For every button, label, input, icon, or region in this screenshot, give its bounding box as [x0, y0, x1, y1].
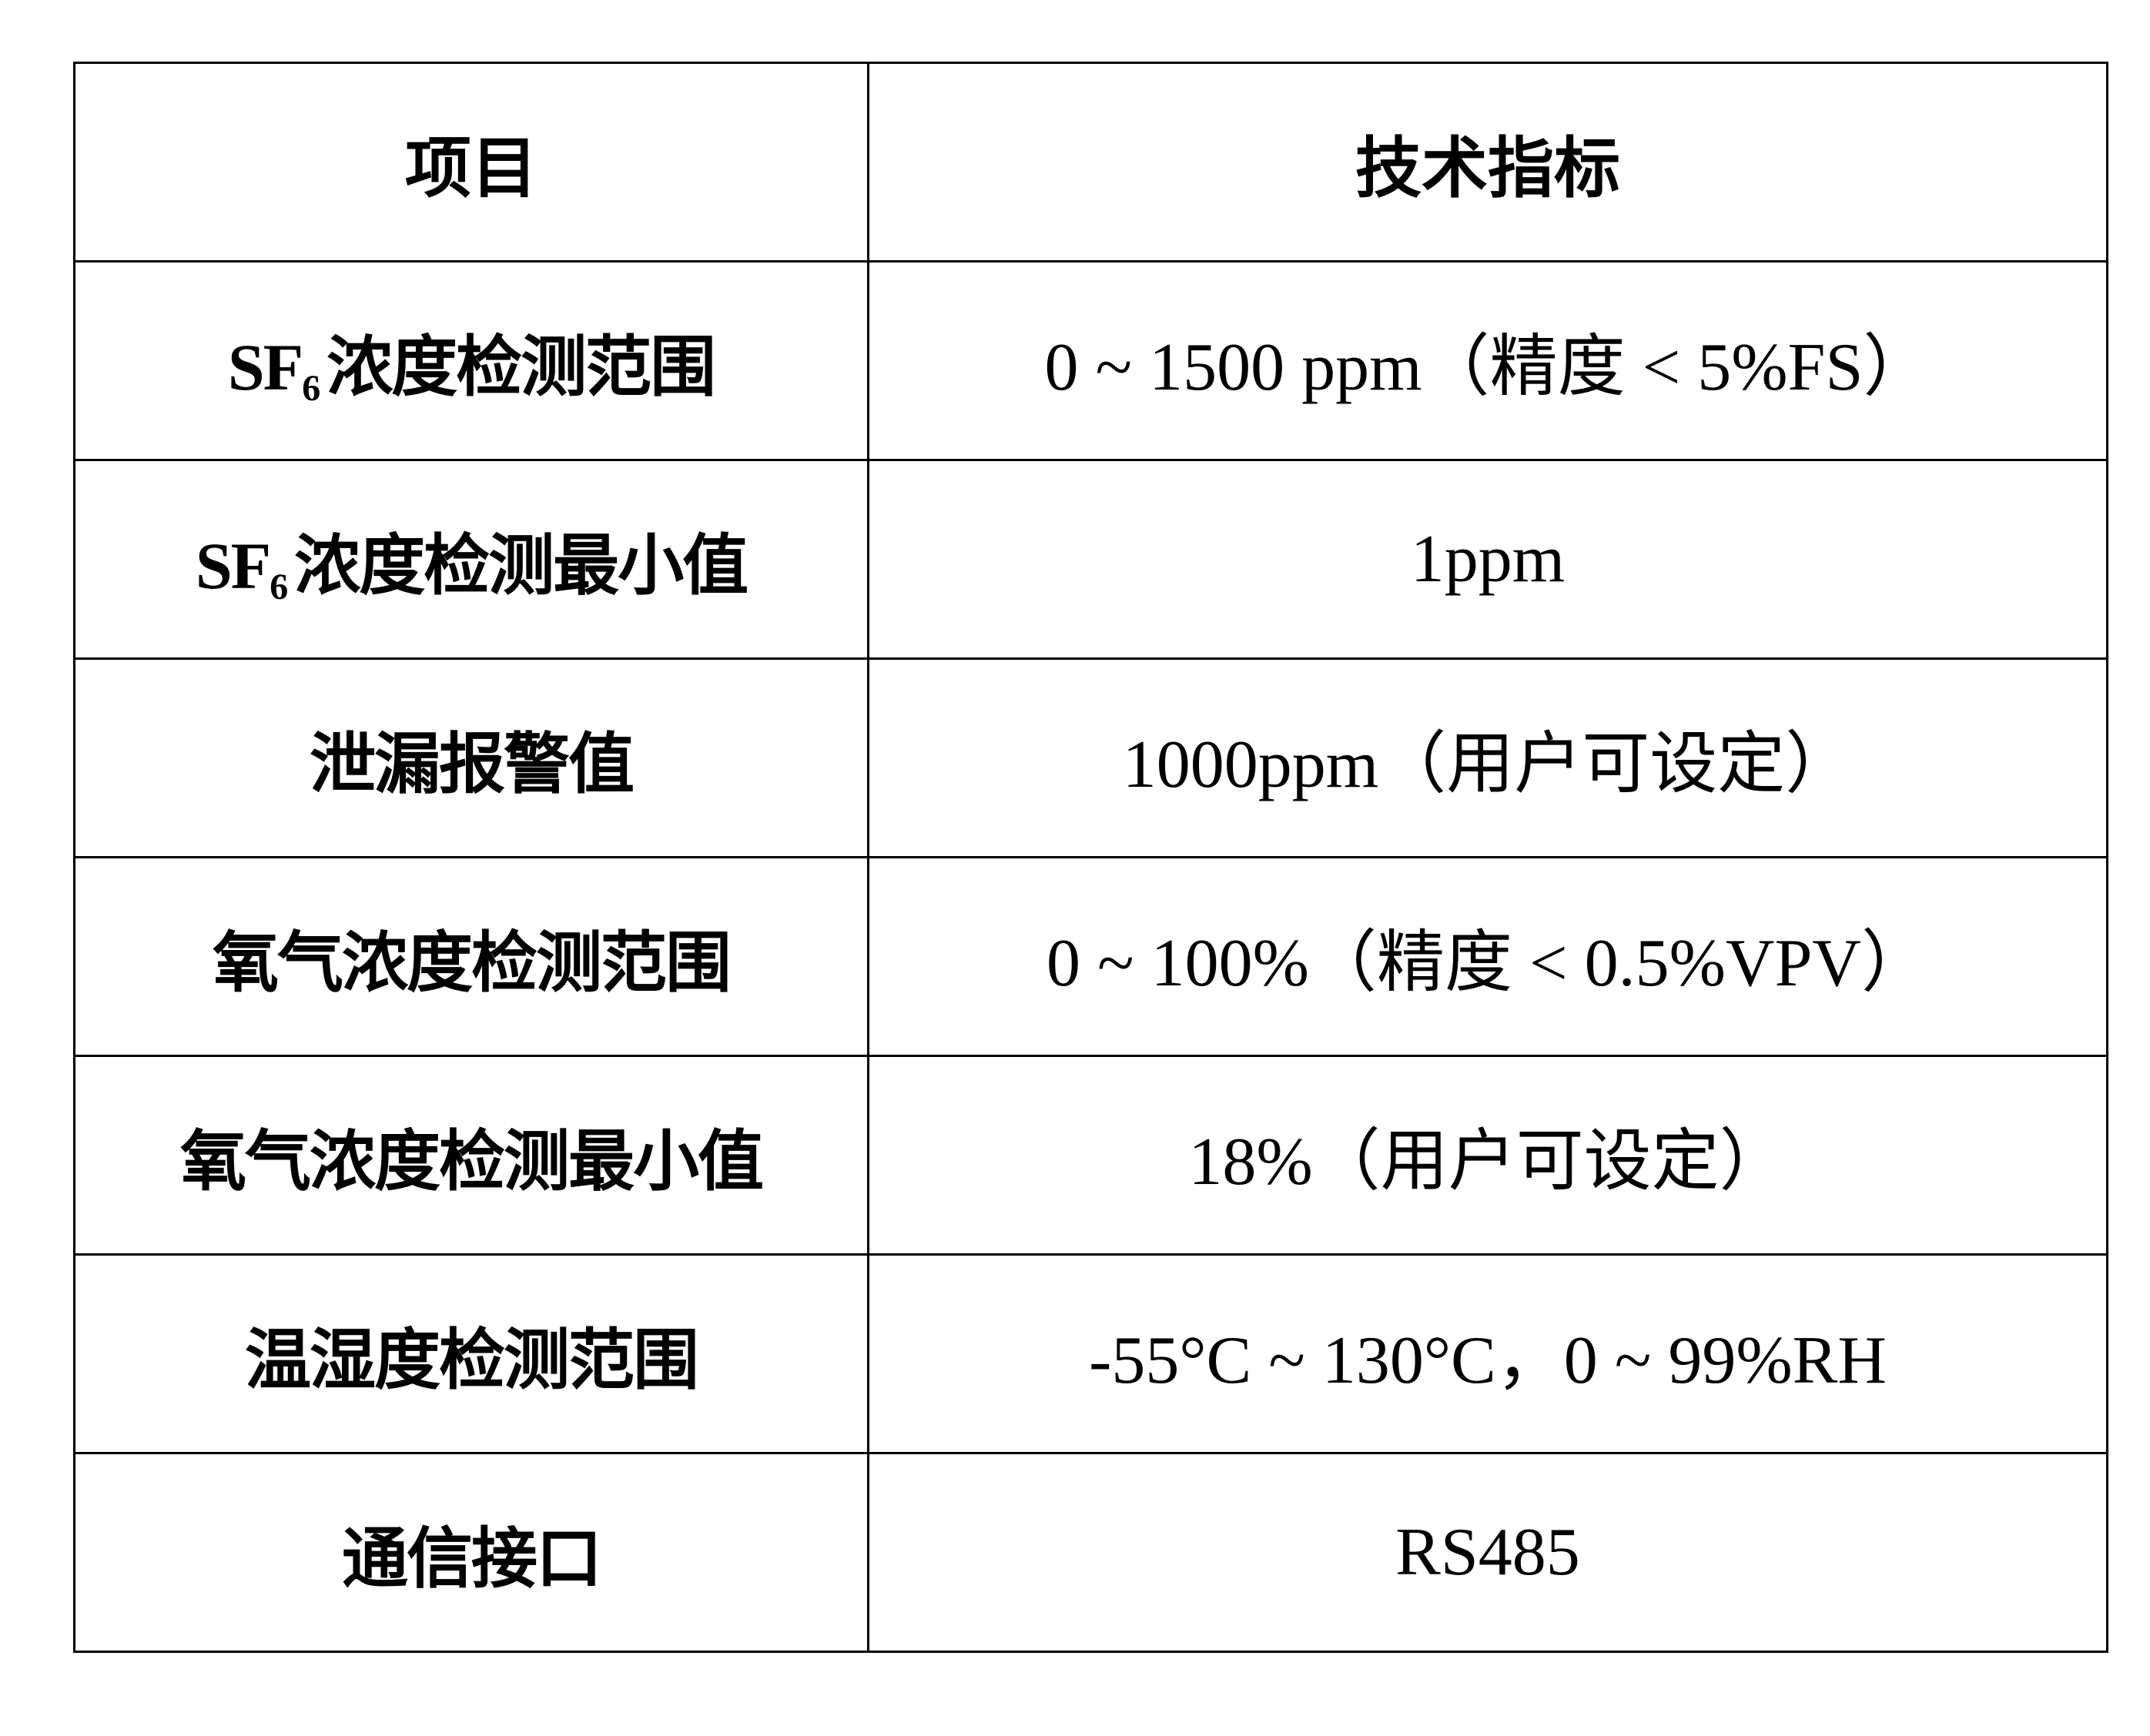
item-cell: 氧气浓度检测范围 — [73, 856, 869, 1057]
spec-cell: 18%（用户可设定） — [867, 1055, 2108, 1256]
table-row: SF6 浓度检测范围 0 ~ 1500 ppm（精度 < 5%FS） — [73, 260, 2108, 461]
item-prefix: SF — [195, 528, 271, 603]
spec-cell: 0 ~ 1500 ppm（精度 < 5%FS） — [867, 260, 2108, 461]
table-row: SF6 浓度检测最小值 1ppm — [73, 459, 2108, 660]
item-cell: 泄漏报警值 — [73, 657, 869, 858]
table-row: 氧气浓度检测范围 0 ~ 100%（精度 < 0.5%VPV） — [73, 856, 2108, 1057]
header-item: 项目 — [73, 62, 869, 263]
item-cell: SF6 浓度检测范围 — [73, 260, 869, 461]
spec-cell: RS485 — [867, 1452, 2108, 1653]
item-prefix: SF — [227, 329, 303, 404]
spec-cell: 1000ppm（用户可设定） — [867, 657, 2108, 858]
item-cell: 通信接口 — [73, 1452, 869, 1653]
item-subscript: 6 — [302, 367, 320, 409]
table-header-row: 项目 技术指标 — [73, 62, 2108, 263]
item-cell: SF6 浓度检测最小值 — [73, 459, 869, 660]
item-subscript: 6 — [270, 566, 288, 607]
table-row: 泄漏报警值 1000ppm（用户可设定） — [73, 657, 2108, 858]
item-label: 浓度检测范围 — [327, 328, 716, 406]
item-cell: 温湿度检测范围 — [73, 1253, 869, 1454]
table-row: 温湿度检测范围 -55°C ~ 130°C，0 ~ 99%RH — [73, 1253, 2108, 1454]
item-label: 浓度检测最小值 — [294, 527, 748, 604]
spec-cell: 0 ~ 100%（精度 < 0.5%VPV） — [867, 856, 2108, 1057]
table-row: 氧气浓度检测最小值 18%（用户可设定） — [73, 1055, 2108, 1256]
spec-cell: 1ppm — [867, 459, 2108, 660]
spec-cell: -55°C ~ 130°C，0 ~ 99%RH — [867, 1253, 2108, 1454]
table-row: 通信接口 RS485 — [73, 1452, 2108, 1653]
spec-table: 项目 技术指标 SF6 浓度检测范围 0 ~ 1500 ppm（精度 < 5%FS… — [73, 62, 2108, 1653]
header-spec: 技术指标 — [867, 62, 2108, 263]
item-cell: 氧气浓度检测最小值 — [73, 1055, 869, 1256]
